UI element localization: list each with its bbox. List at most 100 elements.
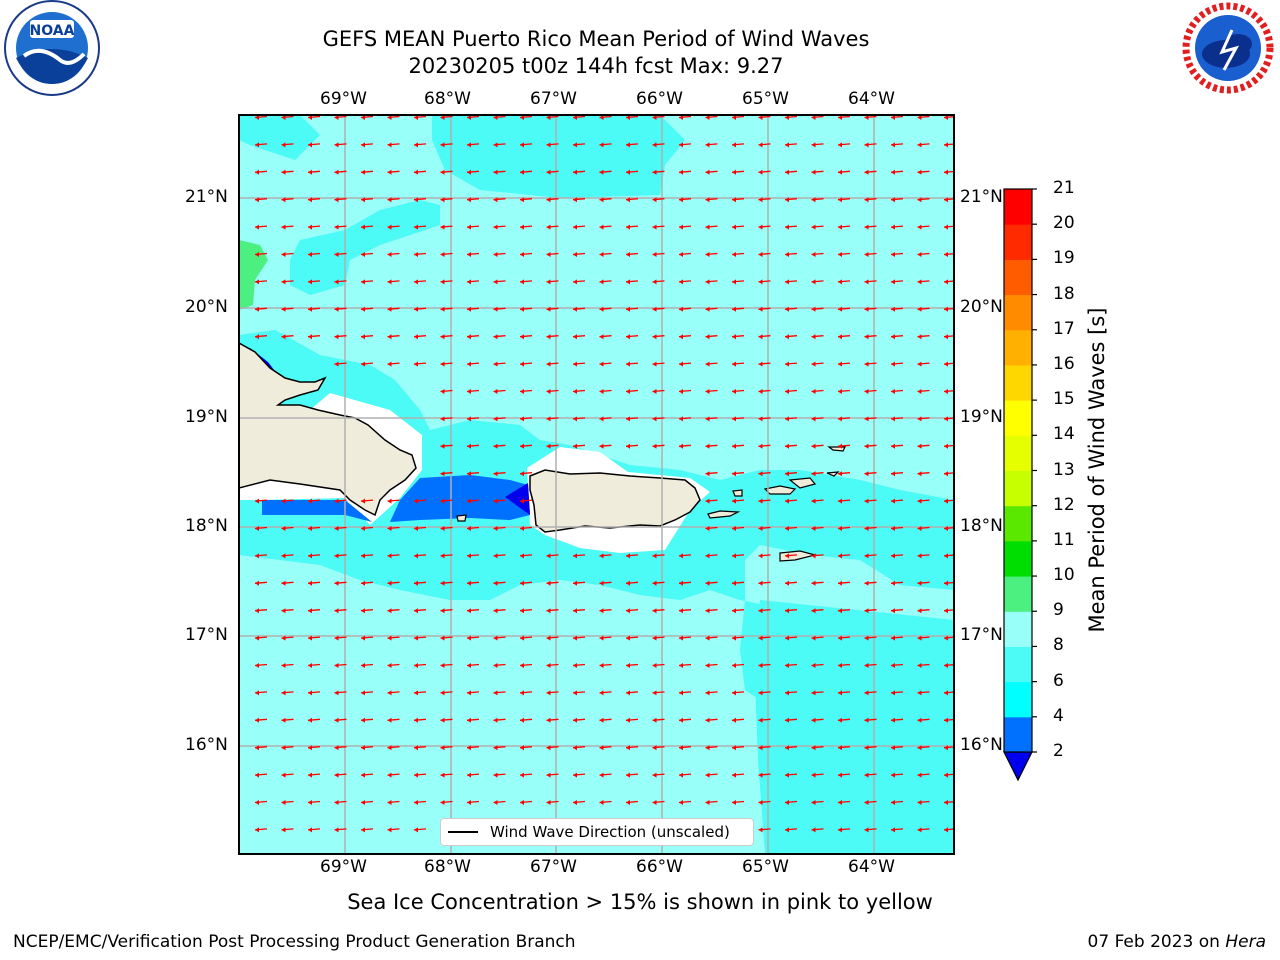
wind-wave-arrow-head — [281, 553, 286, 559]
wind-wave-arrow-head — [758, 334, 763, 340]
wind-wave-arrow-head — [440, 772, 445, 778]
wind-wave-arrow-head — [626, 690, 630, 696]
wind-wave-arrow-head — [361, 142, 365, 148]
wind-wave-arrow-head — [811, 169, 816, 175]
lon-tick-top-69w: 69°W — [320, 89, 367, 109]
wind-wave-arrow-head — [785, 115, 789, 120]
wind-wave-arrow-head — [493, 224, 498, 230]
wind-wave-arrow-head — [705, 279, 710, 285]
wind-wave-arrow-head — [785, 745, 789, 751]
wind-wave-arrow-head — [414, 690, 418, 696]
wind-wave-arrow-head — [864, 800, 869, 805]
wind-wave-arrow-head — [520, 580, 524, 586]
wind-wave-arrow-head — [652, 717, 657, 723]
wind-wave-arrow-head — [652, 443, 657, 449]
wind-wave-arrow-head — [891, 827, 895, 833]
wind-wave-arrow-head — [732, 361, 736, 367]
wind-wave-arrow-head — [758, 443, 763, 449]
wind-wave-arrow-head — [626, 443, 630, 449]
wind-wave-arrow-head — [334, 224, 339, 230]
wind-wave-arrow-head — [334, 827, 339, 833]
wind-wave-arrow-head — [864, 115, 869, 120]
wind-wave-arrow-head — [758, 471, 763, 477]
wind-wave-arrow-head — [891, 224, 895, 230]
wind-wave-arrow-head — [546, 772, 551, 778]
colorbar-tick-label: 18 — [1053, 283, 1075, 304]
wind-wave-arrow-head — [334, 690, 339, 696]
wind-wave-arrow-head — [811, 800, 816, 805]
wind-wave-arrow-head — [838, 389, 842, 394]
wind-wave-arrow-head — [732, 334, 736, 340]
lat-tick-left-17n: 17°N — [185, 625, 228, 645]
colorbar-segment — [1004, 646, 1032, 683]
wind-wave-arrow-head — [652, 279, 657, 285]
wind-wave-arrow-head — [917, 580, 922, 586]
wind-wave-arrow-head — [732, 306, 736, 312]
wind-wave-arrow-head — [493, 772, 498, 778]
wind-wave-arrow-head — [811, 608, 816, 614]
wind-wave-arrow-head — [281, 279, 286, 285]
wind-wave-arrow-head — [520, 224, 524, 230]
wind-wave-arrow-head — [758, 389, 763, 394]
wind-wave-arrow-head — [785, 526, 789, 531]
wind-wave-arrow-head — [573, 279, 577, 285]
sea-ice-note: Sea Ice Concentration > 15% is shown in … — [347, 890, 933, 914]
wind-wave-arrow-head — [573, 690, 577, 696]
wind-wave-arrow-head — [626, 115, 630, 120]
wind-wave-arrow-head — [785, 690, 789, 696]
wind-wave-arrow-head — [440, 279, 445, 285]
wind-wave-arrow-head — [308, 745, 312, 751]
wind-wave-arrow-head — [467, 334, 471, 340]
wind-wave-arrow-head — [758, 526, 763, 531]
wind-wave-arrow-head — [785, 663, 789, 668]
wind-wave-arrow-head — [467, 717, 471, 723]
wind-wave-arrow-head — [493, 142, 498, 148]
wind-wave-arrow-head — [732, 553, 736, 559]
wind-wave-arrow-head — [546, 800, 551, 805]
wind-wave-arrow-head — [917, 635, 922, 641]
wind-wave-arrow-head — [467, 169, 471, 175]
wind-wave-arrow-head — [785, 252, 789, 257]
wind-wave-arrow-head — [758, 663, 763, 668]
wind-wave-arrow-head — [414, 717, 418, 723]
wind-wave-arrow-head — [679, 252, 683, 257]
wind-wave-arrow-head — [255, 169, 259, 175]
wind-wave-arrow-head — [705, 224, 710, 230]
wind-wave-arrow-head — [652, 334, 657, 340]
colorbar-tick-label: 4 — [1053, 705, 1064, 726]
wind-wave-arrow-head — [705, 142, 710, 148]
wind-wave-arrow-head — [891, 800, 895, 805]
wind-wave-arrow-head — [334, 745, 339, 751]
wind-wave-arrow-head — [255, 800, 259, 805]
wind-wave-arrow-head — [917, 800, 922, 805]
wind-wave-arrow-head — [573, 608, 577, 614]
wind-wave-arrow-head — [520, 279, 524, 285]
wind-wave-arrow-head — [573, 772, 577, 778]
wind-wave-arrow-head — [811, 663, 816, 668]
wind-wave-arrow-head — [414, 142, 418, 148]
wind-wave-arrow-head — [255, 334, 259, 340]
wind-wave-arrow-head — [626, 745, 630, 751]
wind-wave-arrow-head — [758, 553, 763, 559]
wind-wave-arrow-head — [944, 416, 948, 422]
wind-wave-arrow-head — [308, 526, 312, 531]
wind-wave-arrow-head — [891, 169, 895, 175]
wind-wave-arrow-head — [599, 169, 604, 175]
footer-credit: NCEP/EMC/Verification Post Processing Pr… — [13, 932, 576, 952]
wind-wave-arrow-head — [944, 526, 948, 531]
wind-wave-arrow-head — [573, 334, 577, 340]
wind-wave-arrow-head — [864, 416, 869, 422]
wind-wave-arrow-head — [361, 498, 365, 504]
wind-wave-arrow-head — [917, 115, 922, 120]
wind-wave-arrow-head — [440, 663, 445, 668]
wind-wave-arrow-head — [891, 115, 895, 120]
wind-wave-arrow-head — [891, 690, 895, 696]
wind-wave-arrow-head — [599, 306, 604, 312]
colorbar-segment — [1004, 329, 1032, 366]
wind-wave-arrow-head — [626, 635, 630, 641]
wind-wave-arrow-head — [864, 169, 869, 175]
wind-wave-arrow-head — [732, 663, 736, 668]
wind-wave-arrow-head — [440, 635, 445, 641]
wind-wave-arrow-head — [811, 389, 816, 394]
wind-wave-arrow-head — [440, 361, 445, 367]
